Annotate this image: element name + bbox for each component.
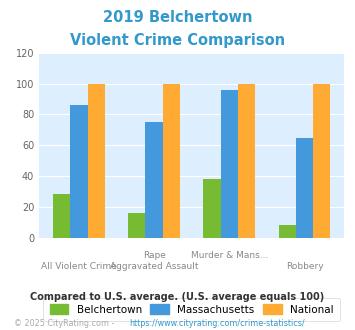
Text: All Violent Crime: All Violent Crime xyxy=(41,262,117,271)
Text: Murder & Mans...: Murder & Mans... xyxy=(191,250,268,259)
Text: Rape: Rape xyxy=(143,250,165,259)
Bar xyxy=(279,225,296,238)
Bar xyxy=(88,83,105,238)
Bar xyxy=(163,83,180,238)
Bar xyxy=(313,83,331,238)
Bar xyxy=(146,122,163,238)
Text: Robbery: Robbery xyxy=(286,262,323,271)
Bar xyxy=(128,213,146,238)
Text: Compared to U.S. average. (U.S. average equals 100): Compared to U.S. average. (U.S. average … xyxy=(31,292,324,302)
Legend: Belchertown, Massachusetts, National: Belchertown, Massachusetts, National xyxy=(43,298,340,321)
Bar xyxy=(296,138,313,238)
Text: © 2025 CityRating.com -: © 2025 CityRating.com - xyxy=(14,319,117,328)
Text: https://www.cityrating.com/crime-statistics/: https://www.cityrating.com/crime-statist… xyxy=(130,319,305,328)
Text: Violent Crime Comparison: Violent Crime Comparison xyxy=(70,33,285,48)
Bar xyxy=(203,179,221,238)
Bar xyxy=(70,105,88,238)
Bar xyxy=(221,90,238,238)
Bar xyxy=(238,83,255,238)
Text: Aggravated Assault: Aggravated Assault xyxy=(110,262,198,271)
Text: 2019 Belchertown: 2019 Belchertown xyxy=(103,10,252,25)
Bar xyxy=(53,194,70,238)
